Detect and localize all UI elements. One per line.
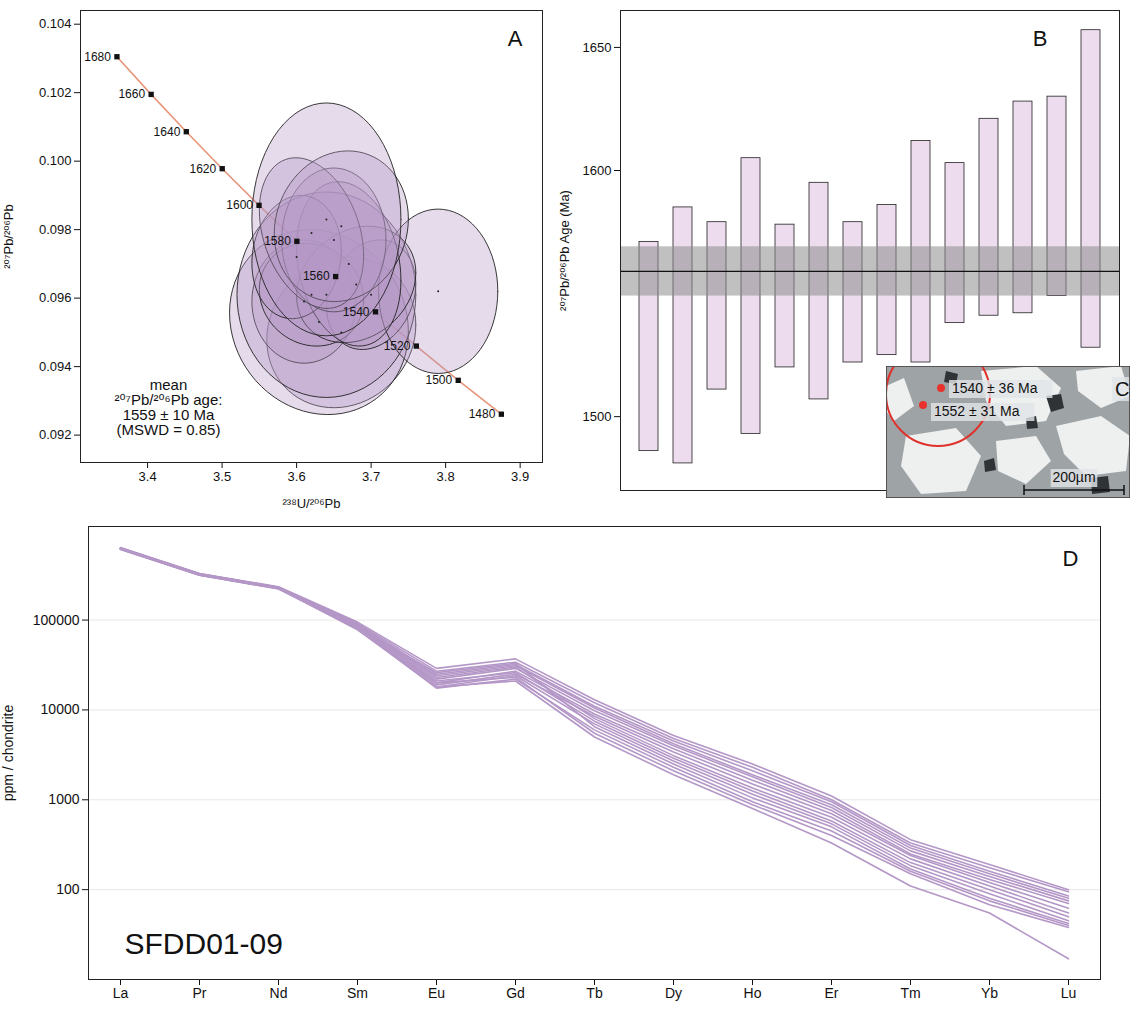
svg-text:200µm: 200µm bbox=[1052, 469, 1095, 485]
svg-text:B: B bbox=[1033, 26, 1048, 51]
svg-text:1560: 1560 bbox=[303, 269, 330, 283]
svg-text:1600: 1600 bbox=[226, 198, 253, 212]
svg-text:SFDD01-09: SFDD01-09 bbox=[125, 927, 283, 960]
svg-text:1680: 1680 bbox=[84, 50, 111, 64]
svg-text:100000: 100000 bbox=[33, 612, 80, 628]
svg-text:Lu: Lu bbox=[1061, 985, 1077, 1001]
svg-text:1650: 1650 bbox=[583, 40, 612, 55]
svg-text:3.6: 3.6 bbox=[288, 469, 306, 484]
svg-text:A: A bbox=[508, 26, 523, 51]
svg-text:²³⁸U/²⁰⁶Pb: ²³⁸U/²⁰⁶Pb bbox=[283, 496, 341, 511]
svg-text:0.096: 0.096 bbox=[39, 290, 72, 305]
svg-text:Tb: Tb bbox=[586, 985, 603, 1001]
svg-text:1540 ± 36 Ma: 1540 ± 36 Ma bbox=[952, 380, 1038, 396]
svg-text:1500: 1500 bbox=[583, 409, 612, 424]
svg-text:Nd: Nd bbox=[270, 985, 288, 1001]
svg-text:0.098: 0.098 bbox=[39, 222, 72, 237]
svg-text:²⁰⁷Pb/²⁰⁶Pb: ²⁰⁷Pb/²⁰⁶Pb bbox=[1, 204, 16, 269]
svg-text:La: La bbox=[113, 985, 129, 1001]
svg-text:Tm: Tm bbox=[900, 985, 920, 1001]
svg-text:3.5: 3.5 bbox=[213, 469, 231, 484]
svg-text:mean²⁰⁷Pb/²⁰⁶Pb age:1559 ± 10: mean²⁰⁷Pb/²⁰⁶Pb age:1559 ± 10 Ma(MSWD = … bbox=[115, 376, 223, 438]
svg-text:Er: Er bbox=[825, 985, 839, 1001]
svg-text:C: C bbox=[1115, 378, 1129, 400]
svg-text:1620: 1620 bbox=[190, 162, 217, 176]
svg-text:Dy: Dy bbox=[665, 985, 682, 1001]
svg-text:ppm / chondrite: ppm / chondrite bbox=[0, 705, 16, 802]
svg-text:Gd: Gd bbox=[506, 985, 525, 1001]
svg-text:0.104: 0.104 bbox=[39, 16, 72, 31]
svg-text:Ho: Ho bbox=[744, 985, 762, 1001]
svg-text:Yb: Yb bbox=[981, 985, 998, 1001]
svg-text:Sm: Sm bbox=[347, 985, 368, 1001]
svg-text:D: D bbox=[1063, 546, 1079, 571]
svg-text:0.102: 0.102 bbox=[39, 85, 72, 100]
svg-text:1640: 1640 bbox=[154, 125, 181, 139]
svg-text:Eu: Eu bbox=[428, 985, 445, 1001]
svg-text:3.4: 3.4 bbox=[139, 469, 157, 484]
svg-text:0.094: 0.094 bbox=[39, 359, 72, 374]
svg-text:1540: 1540 bbox=[343, 305, 370, 319]
svg-text:0.092: 0.092 bbox=[39, 427, 72, 442]
svg-text:Pr: Pr bbox=[193, 985, 207, 1001]
svg-text:²⁰⁷Pb/²⁰⁶Pb Age (Ma): ²⁰⁷Pb/²⁰⁶Pb Age (Ma) bbox=[557, 190, 572, 311]
svg-text:3.9: 3.9 bbox=[511, 469, 529, 484]
svg-text:10000: 10000 bbox=[41, 701, 80, 717]
svg-text:1000: 1000 bbox=[48, 791, 79, 807]
svg-text:0.100: 0.100 bbox=[39, 153, 72, 168]
svg-text:1580: 1580 bbox=[264, 234, 291, 248]
svg-text:1600: 1600 bbox=[583, 163, 612, 178]
svg-text:1500: 1500 bbox=[426, 373, 453, 387]
svg-text:1480: 1480 bbox=[469, 407, 496, 421]
svg-text:1660: 1660 bbox=[118, 87, 145, 101]
svg-text:3.8: 3.8 bbox=[437, 469, 455, 484]
svg-text:3.7: 3.7 bbox=[362, 469, 380, 484]
svg-text:100: 100 bbox=[56, 881, 80, 897]
svg-text:1552 ± 31 Ma: 1552 ± 31 Ma bbox=[934, 403, 1020, 419]
svg-text:1520: 1520 bbox=[384, 339, 411, 353]
